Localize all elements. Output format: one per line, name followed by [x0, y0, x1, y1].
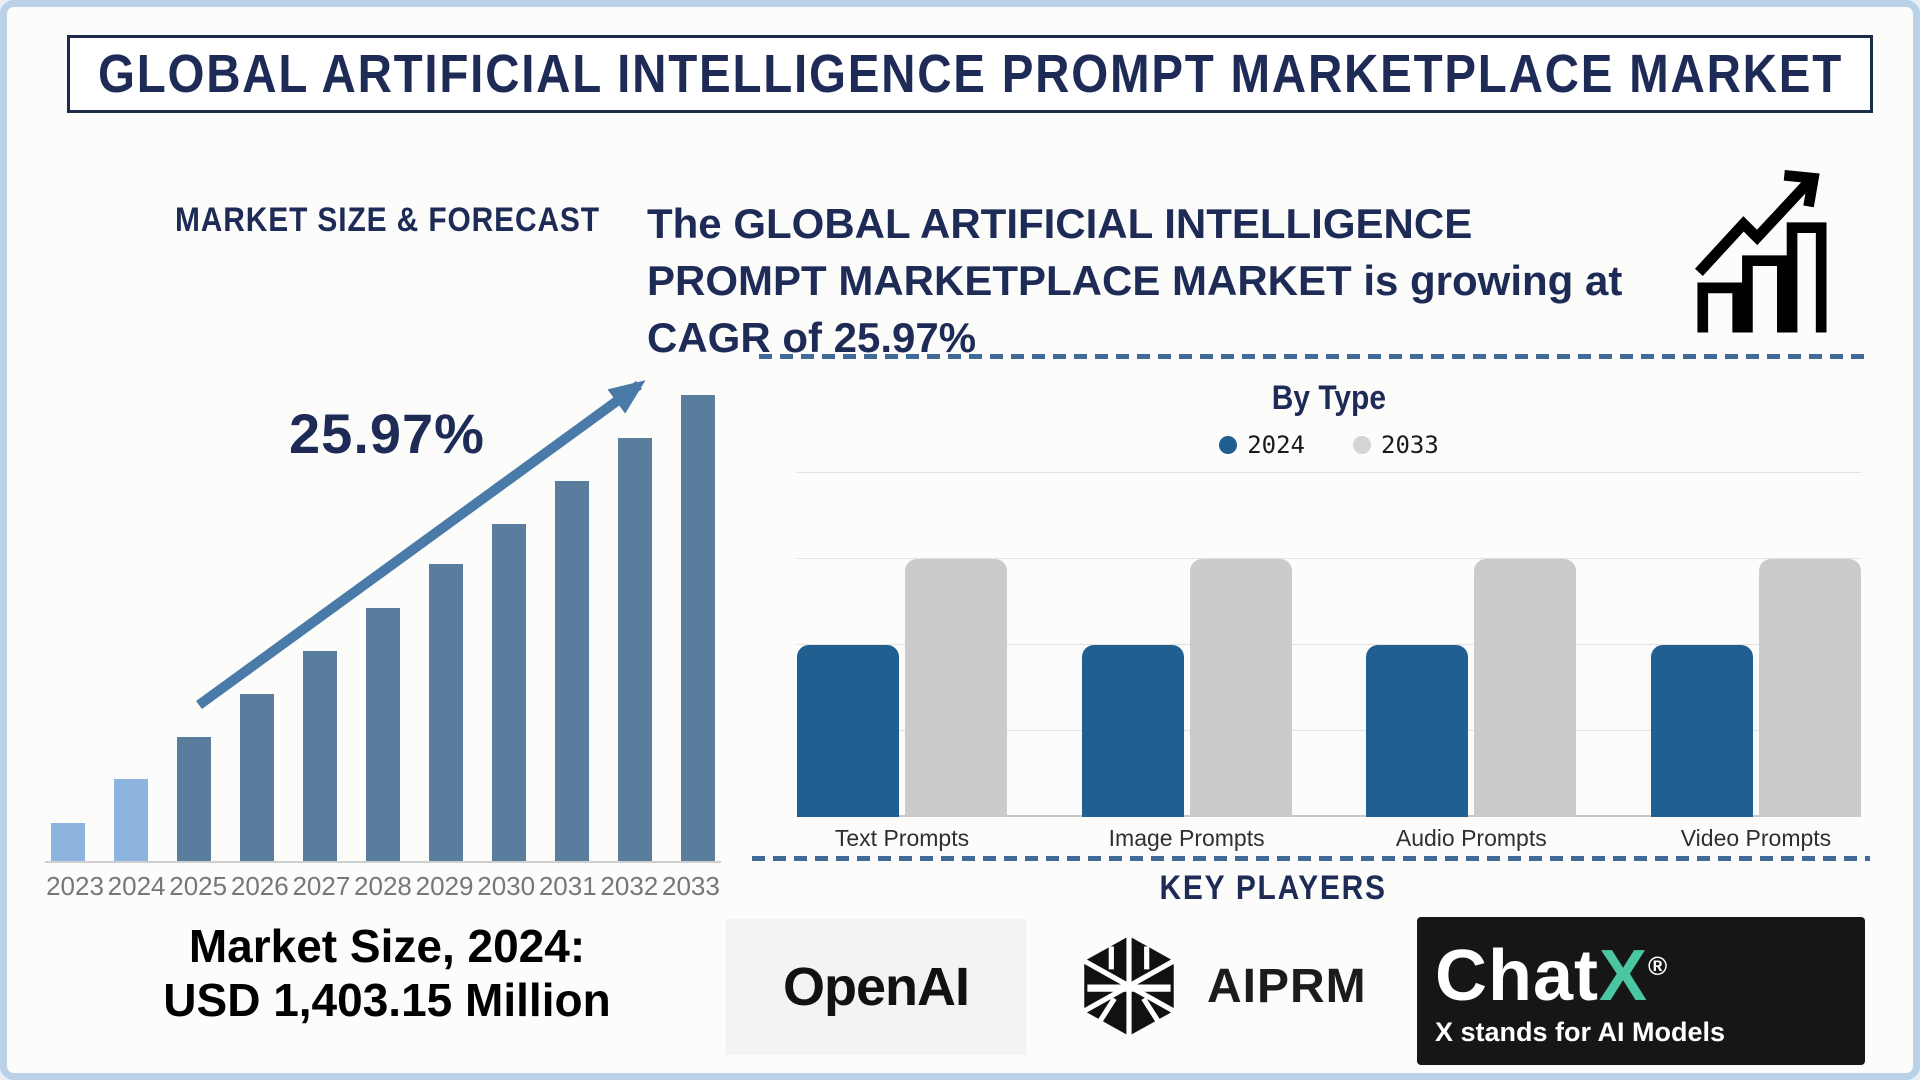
bytype-bar-chart — [797, 472, 1861, 817]
forecast-bar-2030 — [492, 523, 526, 861]
legend-item-2033: 2033 — [1353, 431, 1439, 459]
forecast-year-2028: 2028 — [354, 871, 412, 901]
chatx-tagline: X stands for AI Models — [1435, 1017, 1726, 1047]
bytype-group-text-prompts — [797, 473, 1007, 817]
market-size-callout: Market Size, 2024: USD 1,403.15 Million — [47, 919, 727, 1027]
legend-dot-2024 — [1219, 436, 1238, 454]
bytype-group-video-prompts — [1650, 473, 1861, 817]
bytype-category-labels: Text Prompts Image Prompts Audio Prompts Vi… — [797, 825, 1861, 852]
bytype-category-video-prompts: Video Prompts — [1680, 825, 1832, 851]
growth-statement: The GLOBAL ARTIFICIAL INTELLIGENCE PROMP… — [647, 200, 1623, 361]
forecast-year-2031: 2031 — [538, 871, 597, 901]
chatx-wordmark: ChatX® — [1435, 936, 1669, 1016]
forecast-bar-2033 — [681, 395, 715, 861]
bar-2024-video-prompts — [1650, 645, 1753, 817]
forecast-year-2025: 2025 — [169, 871, 228, 901]
forecast-bar-2027 — [303, 651, 337, 861]
chatx-logo: ChatX® X stands for AI Models — [1417, 917, 1865, 1065]
legend-label-2033: 2033 — [1381, 431, 1439, 459]
forecast-year-2029: 2029 — [415, 871, 474, 901]
bar-2024-image-prompts — [1081, 645, 1184, 817]
bytype-category-text-prompts: Text Prompts — [834, 825, 970, 851]
forecast-year-2032: 2032 — [600, 871, 659, 901]
forecast-bar-2025 — [177, 737, 211, 861]
growth-chart-icon — [1695, 169, 1827, 333]
forecast-year-2024: 2024 — [107, 871, 166, 901]
bar-2033-audio-prompts — [1474, 559, 1577, 817]
gridline-0 — [797, 815, 1861, 817]
bar-2033-video-prompts — [1758, 559, 1861, 817]
forecast-bar-2029 — [429, 563, 463, 861]
aiprm-logo: AIPRM — [1077, 927, 1397, 1045]
bytype-chart-title: By Type — [1271, 379, 1387, 417]
forecast-bar-2026 — [240, 694, 274, 861]
dashed-separator-bottom — [752, 856, 1870, 861]
legend-item-2024: 2024 — [1219, 431, 1305, 459]
market-size-line1: Market Size, 2024: — [188, 920, 586, 972]
forecast-year-2026: 2026 — [230, 871, 289, 901]
bytype-group-audio-prompts — [1366, 473, 1577, 817]
bytype-bar-groups — [797, 473, 1861, 817]
market-size-line2: USD 1,403.15 Million — [163, 974, 611, 1026]
forecast-bar-chart — [45, 395, 721, 863]
bar-2033-image-prompts — [1189, 559, 1292, 817]
forecast-year-2023: 2023 — [46, 871, 104, 901]
forecast-bar-2028 — [366, 608, 400, 861]
forecast-bar-2032 — [618, 437, 652, 861]
key-players-title: KEY PLAYERS — [1159, 869, 1387, 907]
title-box: GLOBAL ARTIFICIAL INTELLIGENCE PROMPT MA… — [67, 35, 1873, 113]
forecast-year-2027: 2027 — [292, 871, 351, 901]
gridline-4 — [797, 472, 1861, 473]
bar-2033-text-prompts — [905, 559, 1007, 817]
legend-label-2024: 2024 — [1247, 431, 1305, 459]
forecast-section-title: MARKET SIZE & FORECAST — [174, 201, 600, 239]
bar-2024-text-prompts — [797, 645, 899, 817]
bar-2024-audio-prompts — [1366, 645, 1469, 817]
forecast-year-2030: 2030 — [477, 871, 536, 901]
openai-logo: OpenAI — [726, 919, 1026, 1055]
forecast-bar-2031 — [555, 480, 589, 861]
forecast-bar-2023 — [51, 823, 85, 861]
page-title: GLOBAL ARTIFICIAL INTELLIGENCE PROMPT MA… — [97, 44, 1843, 104]
dashed-separator-top — [759, 354, 1871, 359]
aiprm-wordmark: AIPRM — [1207, 959, 1367, 1013]
forecast-bar-2024 — [114, 778, 148, 861]
bytype-group-image-prompts — [1081, 473, 1292, 817]
gridline-3 — [797, 558, 1861, 559]
legend-dot-2033 — [1353, 436, 1371, 454]
bytype-category-image-prompts: Image Prompts — [1108, 825, 1265, 851]
aiprm-logo-icon — [1083, 936, 1175, 1036]
gridline-2 — [797, 644, 1861, 645]
bytype-category-audio-prompts: Audio Prompts — [1395, 825, 1547, 851]
forecast-year-2033: 2033 — [662, 871, 720, 901]
gridline-1 — [797, 730, 1861, 731]
openai-wordmark: OpenAI — [782, 957, 970, 1017]
bytype-legend: 2024 2033 — [797, 431, 1861, 459]
forecast-year-labels: 2023 2024 2025 2026 2027 2028 2029 2030 2031 2032… — [45, 871, 721, 902]
